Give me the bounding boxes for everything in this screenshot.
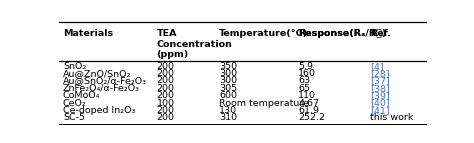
Text: 600: 600 — [219, 91, 237, 100]
Text: 350: 350 — [219, 62, 237, 71]
Text: Response(Ra/Rg): Response(Ra/Rg) — [0, 142, 1, 143]
Text: 4.67: 4.67 — [298, 99, 319, 108]
Text: [40]: [40] — [370, 99, 389, 108]
Text: 160: 160 — [298, 69, 316, 78]
Text: Response(R: Response(R — [298, 29, 361, 38]
Text: SC-5: SC-5 — [63, 113, 85, 122]
Text: [39]: [39] — [370, 91, 390, 100]
Text: 65: 65 — [298, 84, 310, 93]
Text: Ce-doped In₂O₃: Ce-doped In₂O₃ — [63, 106, 135, 115]
Text: Temperature(°C): Temperature(°C) — [219, 29, 308, 38]
Text: 200: 200 — [156, 113, 174, 122]
Text: [37]: [37] — [370, 76, 390, 85]
Text: 130: 130 — [219, 106, 237, 115]
Text: 300: 300 — [219, 76, 237, 85]
Text: 61.9: 61.9 — [298, 106, 319, 115]
Text: 200: 200 — [156, 69, 174, 78]
Text: SnO₂: SnO₂ — [63, 62, 86, 71]
Text: 200: 200 — [156, 84, 174, 93]
Text: 200: 200 — [156, 62, 174, 71]
Text: ZnFe₂O₄/α-Fe₂O₃: ZnFe₂O₄/α-Fe₂O₃ — [63, 84, 140, 93]
Text: Response(Rₐ/R⁧): Response(Rₐ/R⁧) — [298, 29, 386, 38]
Text: Room temperature: Room temperature — [219, 99, 309, 108]
Text: 100: 100 — [156, 99, 174, 108]
Text: Au@ZnO/SnO₂: Au@ZnO/SnO₂ — [63, 69, 131, 78]
Text: TEA
Concentration
(ppm): TEA Concentration (ppm) — [156, 29, 232, 59]
Text: 200: 200 — [156, 91, 174, 100]
Text: Materials: Materials — [63, 29, 113, 38]
Text: Ref.: Ref. — [370, 29, 391, 38]
Text: 5.9: 5.9 — [298, 62, 313, 71]
Text: 200: 200 — [156, 76, 174, 85]
Text: [38]: [38] — [370, 84, 390, 93]
Text: Au@SnO₂/α-Fe₂O₃: Au@SnO₂/α-Fe₂O₃ — [63, 76, 147, 85]
Text: 110: 110 — [298, 91, 316, 100]
Text: [28]: [28] — [370, 69, 389, 78]
Text: 200: 200 — [156, 106, 174, 115]
Text: [41]: [41] — [370, 106, 389, 115]
Text: CeO₂: CeO₂ — [63, 99, 87, 108]
Text: 63: 63 — [298, 76, 310, 85]
Text: 300: 300 — [219, 69, 237, 78]
Text: 252.2: 252.2 — [298, 113, 325, 122]
Text: 310: 310 — [219, 113, 237, 122]
Text: CoMoO₄: CoMoO₄ — [63, 91, 100, 100]
Text: [4]: [4] — [370, 62, 383, 71]
Text: this work: this work — [370, 113, 413, 122]
Text: 305: 305 — [219, 84, 237, 93]
